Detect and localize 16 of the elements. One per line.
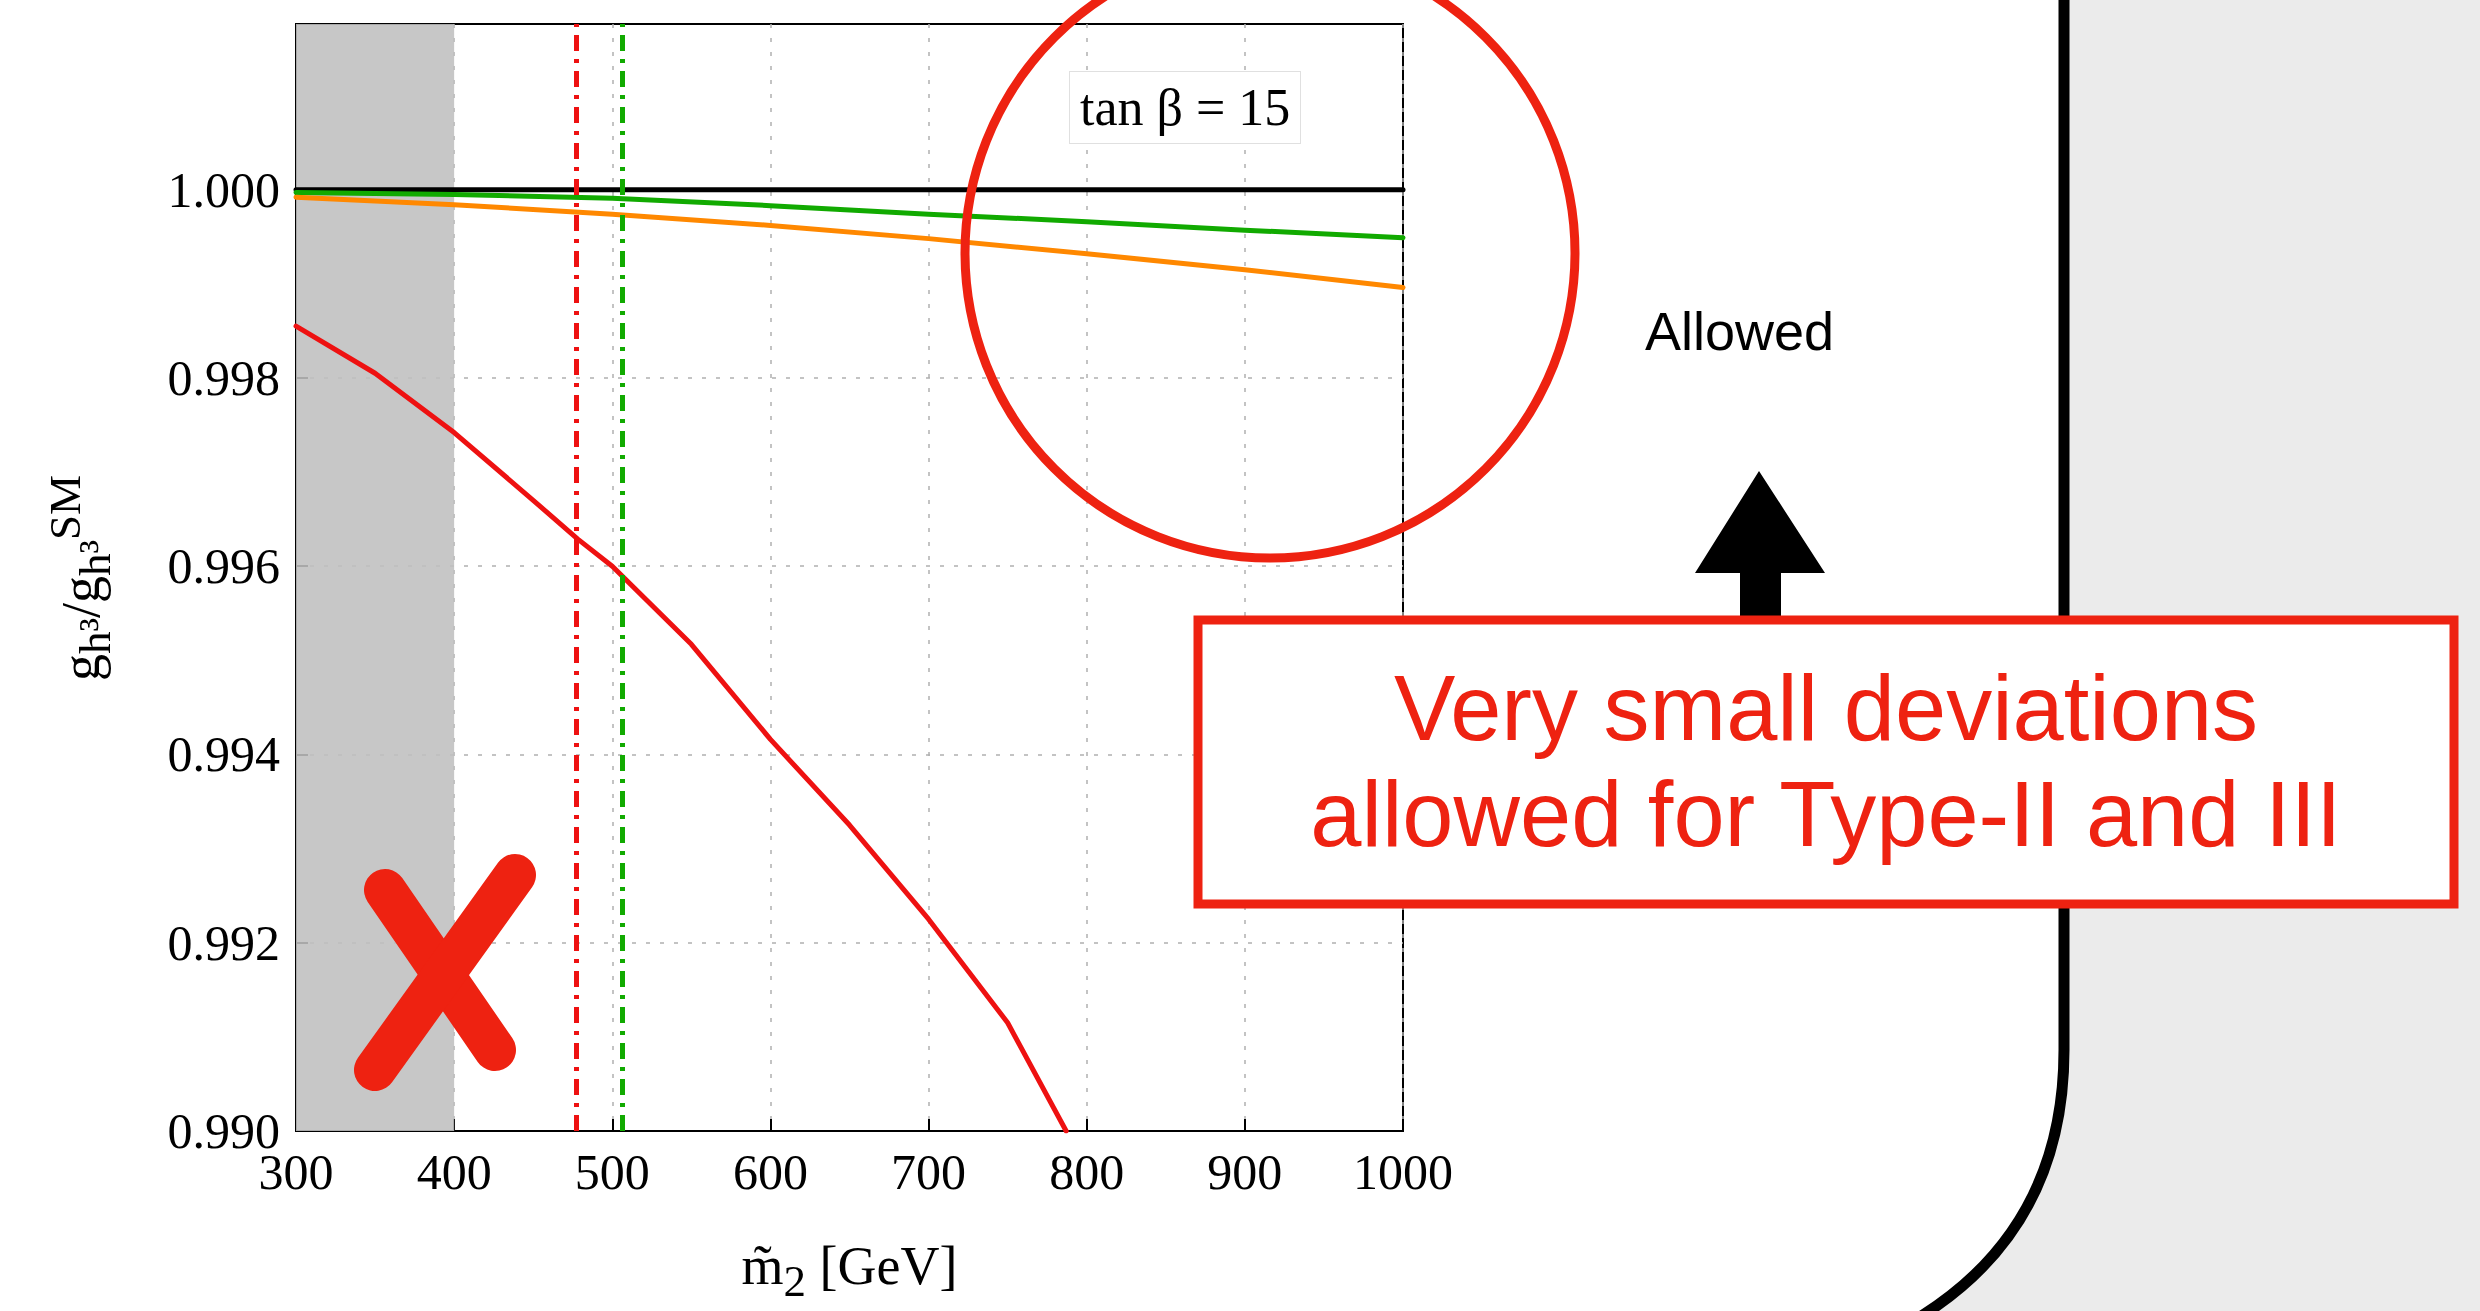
x-tick-label: 1000 bbox=[1353, 1144, 1453, 1200]
x-tick-label: 900 bbox=[1207, 1144, 1283, 1200]
x-tick-label: 500 bbox=[574, 1144, 650, 1200]
text: Allowed bbox=[1645, 300, 1835, 362]
y-tick-label: 1.000 bbox=[167, 161, 280, 218]
x-tick-label: 400 bbox=[416, 1144, 492, 1200]
y-tick-label: 0.998 bbox=[167, 349, 280, 406]
y-tick-label: 0.994 bbox=[167, 726, 280, 783]
x-tick-label: 700 bbox=[891, 1144, 967, 1200]
annotation: Very small deviations allowed for Type-II and III bbox=[1309, 656, 2343, 867]
x-axis-title: m̃$_{2}$ [GeV] bbox=[741, 1235, 958, 1307]
x-tick-label: 800 bbox=[1049, 1144, 1125, 1200]
annotation: tan β = 15 bbox=[1069, 71, 1302, 144]
x-tick-label: 600 bbox=[732, 1144, 808, 1200]
y-tick-label: 0.992 bbox=[167, 914, 280, 971]
y-tick-label: 0.996 bbox=[167, 538, 280, 595]
